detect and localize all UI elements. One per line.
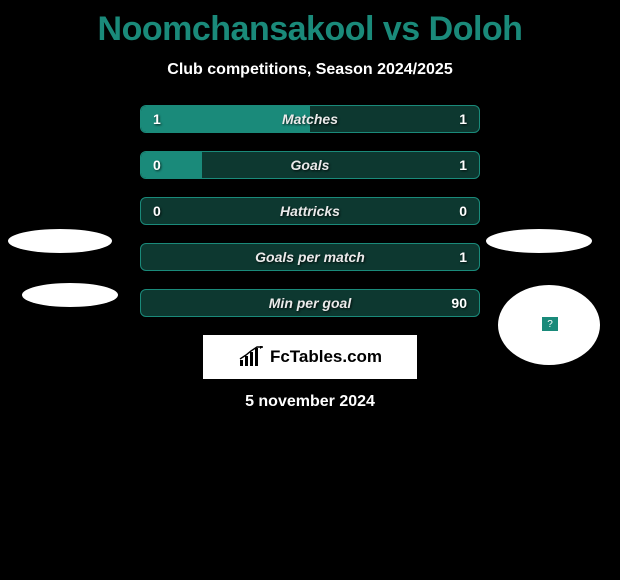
stat-value-left: 0 [153, 152, 161, 178]
stat-row: Goals0 1 [140, 151, 480, 179]
stat-value-right: 1 [459, 106, 467, 132]
comparison-area: ? Matches11Goals01Hattricks00Goals per m… [0, 105, 620, 411]
date-text: 5 november 2024 [8, 393, 612, 411]
branding[interactable]: FcTables.com [203, 335, 417, 379]
stat-label: Goals [141, 152, 479, 178]
stat-value-right: 0 [459, 198, 467, 224]
chart-icon [238, 346, 266, 368]
stat-row: Matches1 1 [140, 105, 480, 133]
stat-value-right: 90 [451, 290, 467, 316]
stat-value-left: 1 [153, 106, 161, 132]
stat-label: Matches [141, 106, 479, 132]
player-left-shape-2 [22, 283, 118, 307]
stat-value-right: 1 [459, 152, 467, 178]
stat-row: Goals per match1 [140, 243, 480, 271]
stat-row: Hattricks0 0 [140, 197, 480, 225]
stat-label: Goals per match [141, 244, 479, 270]
help-icon: ? [542, 317, 558, 331]
help-icon-glyph: ? [547, 319, 553, 330]
brand-text: FcTables.com [270, 347, 382, 367]
player-right-shape-1 [486, 229, 592, 253]
stat-row: Min per goal90 [140, 289, 480, 317]
page-title: Noomchansakool vs Doloh [0, 0, 620, 49]
stat-value-right: 1 [459, 244, 467, 270]
subtitle: Club competitions, Season 2024/2025 [0, 61, 620, 79]
stat-label: Min per goal [141, 290, 479, 316]
stat-label: Hattricks [141, 198, 479, 224]
stat-value-left: 0 [153, 198, 161, 224]
player-left-shape-1 [8, 229, 112, 253]
